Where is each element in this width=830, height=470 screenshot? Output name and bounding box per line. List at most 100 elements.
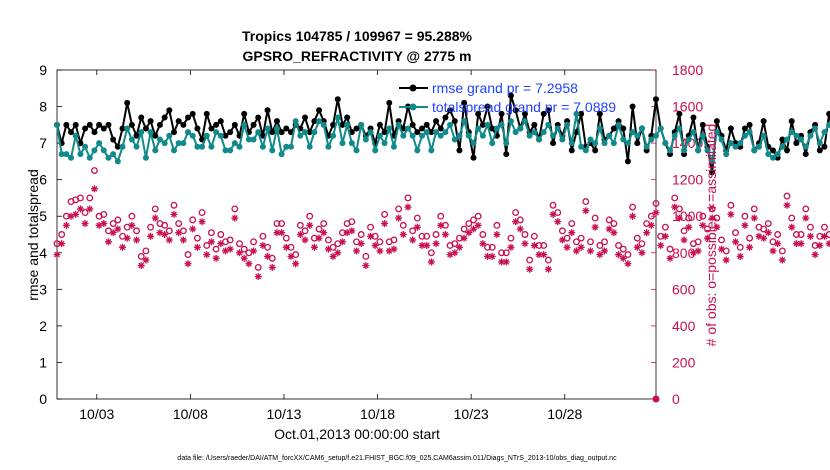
obs-assimilated-point: [825, 240, 830, 248]
data-point: [376, 121, 383, 128]
obs-possible-point: [760, 225, 768, 233]
obs-assimilated-point: [474, 221, 482, 229]
obs-possible-point: [109, 220, 117, 227]
footer-text: data file: /Users/raeder/DAI/ATM_forcXX/…: [177, 455, 617, 462]
data-point: [302, 114, 309, 121]
obs-possible-point: [596, 242, 604, 249]
obs-assimilated-point: [568, 229, 576, 237]
obs-assimilated-point: [685, 223, 693, 231]
obs-possible-point: [582, 198, 590, 206]
data-point: [676, 125, 683, 132]
obs-assimilated-point: [512, 218, 520, 226]
data-point: [512, 129, 519, 136]
data-point: [741, 125, 748, 132]
data-point: [564, 121, 571, 128]
obs-assimilated-point: [119, 243, 127, 251]
obs-assimilated-point: [694, 247, 702, 255]
data-point: [428, 147, 435, 154]
obs-possible-point: [474, 212, 482, 220]
data-point: [100, 125, 107, 132]
y-tick-label-left: 4: [39, 245, 47, 261]
data-point: [676, 110, 683, 117]
obs-assimilated-point: [741, 221, 749, 229]
y-tick-label-left: 0: [39, 391, 47, 407]
obs-assimilated-point: [437, 221, 445, 229]
data-point: [629, 103, 636, 110]
data-point: [409, 132, 416, 139]
data-point: [732, 143, 739, 150]
data-point: [325, 143, 332, 150]
series-0: [54, 92, 830, 176]
data-point: [718, 136, 725, 143]
obs-possible-point: [591, 214, 599, 222]
data-point: [278, 151, 285, 158]
data-point: [685, 136, 692, 143]
obs-assimilated-point: [287, 252, 295, 260]
obs-assimilated-point: [465, 229, 473, 237]
obs-assimilated-point: [455, 243, 463, 251]
y-tick-label-right: 600: [672, 281, 696, 297]
obs-possible-point: [86, 194, 94, 202]
obs-assimilated-point: [479, 240, 487, 248]
data-point: [339, 121, 346, 128]
obs-assimilated-point: [797, 240, 805, 248]
obs-possible-point: [254, 263, 262, 271]
data-point: [634, 140, 641, 147]
data-point: [709, 169, 716, 176]
data-point: [498, 121, 505, 128]
data-point: [419, 125, 426, 132]
data-point: [793, 140, 800, 147]
obs-possible-point: [708, 205, 716, 213]
data-point: [105, 154, 112, 161]
data-point: [185, 114, 192, 121]
data-point: [540, 110, 547, 117]
obs-possible-point: [671, 194, 679, 202]
data-point: [419, 132, 426, 139]
obs-assimilated-point: [329, 252, 337, 260]
obs-possible-point: [137, 252, 145, 260]
obs-possible-point: [601, 238, 608, 246]
obs-assimilated-point: [792, 240, 800, 248]
data-point: [86, 154, 93, 161]
data-point: [606, 132, 613, 139]
data-point: [489, 125, 496, 132]
series-1: [54, 110, 830, 165]
obs-possible-point: [502, 249, 510, 257]
obs-assimilated-point: [727, 210, 735, 218]
obs-assimilated-point: [718, 245, 726, 253]
obs-possible-point: [540, 242, 548, 249]
obs-assimilated-point: [175, 229, 183, 237]
data-point: [58, 151, 65, 158]
obs-possible-point: [568, 220, 576, 227]
obs-assimilated-point: [820, 232, 828, 240]
obs-assimilated-point: [306, 221, 314, 229]
obs-assimilated-point: [179, 236, 187, 244]
obs-possible-point: [413, 214, 421, 222]
data-point: [713, 129, 720, 136]
data-point: [414, 147, 421, 154]
obs-possible-point: [367, 223, 374, 231]
data-point: [550, 132, 557, 139]
obs-possible-point: [802, 205, 810, 213]
data-point: [695, 147, 702, 154]
data-point: [170, 147, 177, 154]
y-axis-left: 0 1 2 3 4 5 6 7 8 9: [39, 62, 62, 407]
obs-possible-point: [699, 212, 707, 220]
data-point: [138, 129, 145, 136]
data-point: [54, 121, 60, 128]
data-point: [222, 147, 229, 154]
obs-assimilated-point: [652, 209, 660, 217]
data-point: [203, 132, 210, 139]
data-point: [451, 118, 458, 125]
obs-possible-point: [498, 249, 506, 257]
data-point: [788, 118, 795, 125]
data-point: [353, 147, 360, 154]
data-point: [142, 125, 149, 132]
obs-possible-point: [530, 232, 538, 240]
obs-possible-point: [470, 216, 477, 224]
data-point: [124, 125, 131, 132]
data-point: [451, 136, 458, 143]
legend-item-totalspread: totalspread grand pr = 7.0889: [432, 99, 616, 115]
data-point: [250, 136, 257, 143]
data-point: [110, 136, 117, 143]
